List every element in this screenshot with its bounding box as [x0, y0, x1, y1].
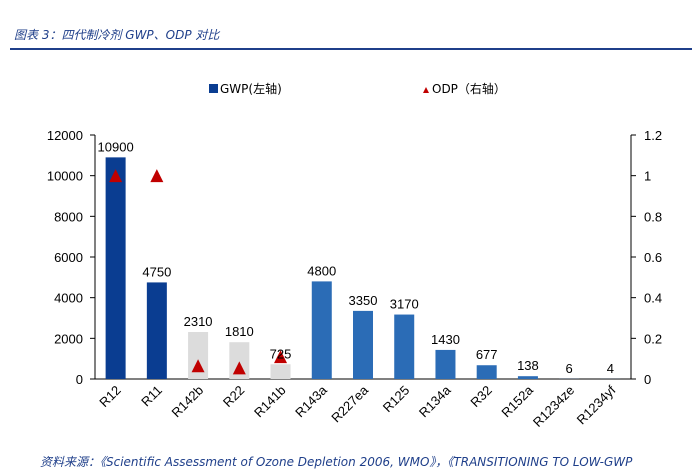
legend-gwp-label: GWP(左轴): [220, 81, 282, 96]
left-tick-label: 10000: [47, 169, 83, 184]
odp-marker: [150, 169, 163, 182]
left-tick-label: 2000: [54, 331, 83, 346]
right-tick-label: 0: [644, 372, 651, 387]
data-label: 3170: [390, 297, 419, 312]
data-label: 10900: [98, 139, 134, 154]
data-label: 4: [607, 361, 614, 376]
bar-r141b: [271, 364, 291, 379]
right-tick-label: 0.4: [644, 291, 662, 306]
category-label: R125: [380, 383, 413, 416]
bar-r134a: [435, 350, 455, 379]
bars: [106, 157, 621, 379]
category-label: R143a: [292, 382, 330, 420]
right-tick-label: 0.2: [644, 331, 662, 346]
left-tick-label: 0: [76, 372, 83, 387]
category-label: R227ea: [328, 382, 371, 425]
category-label: R152a: [498, 382, 536, 420]
category-label: R22: [220, 383, 247, 410]
data-label: 2310: [184, 314, 213, 329]
bar-r143a: [312, 281, 332, 379]
bar-r12: [106, 157, 126, 379]
category-label: R12: [96, 383, 123, 410]
legend-odp-label: ODP（右轴）: [432, 81, 506, 96]
source-note: 资料来源：《Scientific Assessment of Ozone Dep…: [40, 453, 632, 470]
data-label: 1430: [431, 332, 460, 347]
category-label: R142b: [169, 383, 207, 421]
left-tick-label: 6000: [54, 250, 83, 265]
bar-r227ea: [353, 311, 373, 379]
data-label: 3350: [349, 293, 378, 308]
right-tick-label: 0.6: [644, 250, 662, 265]
left-tick-label: 12000: [47, 128, 83, 143]
category-label: R141b: [251, 383, 289, 421]
legend-odp-marker: [423, 87, 429, 93]
legend: GWP(左轴) ODP（右轴）: [209, 81, 506, 96]
bar-r32: [477, 365, 497, 379]
data-label: 725: [270, 346, 292, 361]
bar-r125: [394, 315, 414, 379]
data-label: 1810: [225, 324, 254, 339]
data-label: 138: [517, 358, 539, 373]
data-label: 677: [476, 347, 498, 362]
category-label: R1234yf: [574, 382, 619, 427]
left-tick-label: 4000: [54, 291, 83, 306]
data-label: 4800: [307, 263, 336, 278]
bar-r11: [147, 282, 167, 379]
left-tick-label: 8000: [54, 209, 83, 224]
right-tick-label: 0.8: [644, 209, 662, 224]
category-label: R1234ze: [530, 383, 577, 430]
bar-r152a: [518, 376, 538, 379]
data-label: 6: [566, 361, 573, 376]
category-label: R134a: [416, 382, 454, 420]
data-label: 4750: [142, 264, 171, 279]
legend-gwp-swatch: [209, 84, 218, 93]
right-tick-label: 1.2: [644, 128, 662, 143]
right-tick-label: 1: [644, 169, 651, 184]
category-label: R11: [138, 383, 165, 410]
category-label: R32: [467, 383, 494, 410]
